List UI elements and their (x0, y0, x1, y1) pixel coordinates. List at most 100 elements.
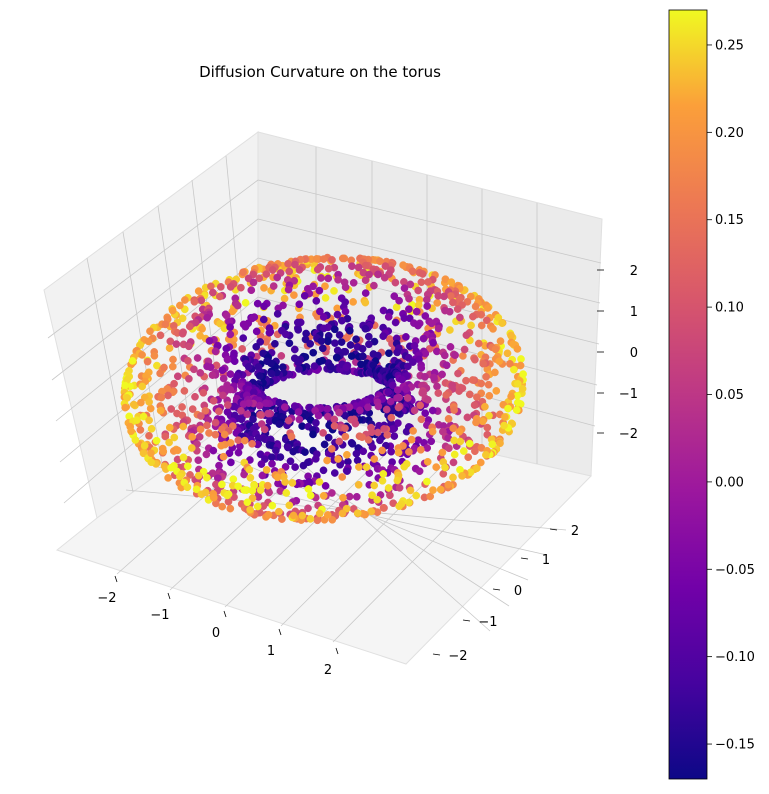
scatter-point (205, 337, 214, 345)
scatter-point (133, 416, 141, 424)
scatter-point (354, 480, 363, 489)
scatter-point (284, 443, 292, 452)
scatter-point (409, 427, 417, 435)
scatter-point (211, 430, 220, 439)
scatter-point (263, 481, 272, 490)
scatter-point (421, 312, 430, 320)
scatter-point (265, 488, 273, 497)
z-tick-label: 0 (630, 346, 638, 361)
scatter-point (351, 419, 360, 428)
scatter-point (319, 313, 328, 321)
scatter-point (417, 415, 426, 424)
scatter-point (436, 485, 445, 494)
scatter-point (260, 302, 268, 311)
scatter-point (477, 321, 486, 330)
scatter-point (287, 432, 296, 441)
scatter-point (367, 507, 376, 516)
scatter-point (391, 278, 400, 287)
scatter-point (327, 445, 336, 453)
scatter-point (294, 408, 303, 416)
y-tick-label: 1 (542, 553, 550, 568)
scatter-point (335, 331, 344, 339)
scatter-point (146, 404, 155, 413)
scatter-point (173, 446, 182, 455)
scatter-point (348, 262, 356, 271)
scatter-point (380, 273, 389, 282)
scatter-point (428, 406, 437, 415)
scatter-point (268, 459, 276, 468)
scatter-point (184, 342, 193, 351)
scatter-point (178, 329, 187, 338)
scatter-point (323, 405, 332, 413)
scatter-point (216, 283, 225, 291)
scatter-point (343, 467, 351, 475)
scatter-point (196, 369, 205, 377)
scatter-point (193, 354, 202, 362)
scatter-point (430, 373, 438, 382)
scatter-point (395, 483, 404, 492)
scatter-point (226, 504, 235, 513)
scatter-point (348, 439, 357, 448)
scatter-point (183, 483, 192, 492)
scatter-point (510, 365, 518, 374)
scatter-point (161, 320, 170, 329)
scatter-point (267, 369, 276, 378)
x-tick-label: −1 (150, 608, 169, 623)
scatter-point (294, 326, 303, 334)
scatter-point (379, 470, 388, 478)
scatter-point (203, 473, 211, 482)
scatter-point (169, 355, 177, 364)
scatter-point (355, 463, 363, 471)
scatter-point (319, 466, 328, 475)
scatter-point (335, 437, 344, 446)
scatter-point (277, 352, 286, 360)
scatter-point (145, 416, 153, 425)
scatter-point (467, 321, 475, 330)
scatter-point (265, 328, 274, 337)
scatter-point (421, 349, 430, 358)
scatter-point (144, 337, 153, 346)
x-tick-mark (223, 610, 227, 618)
x-tick-label: 1 (267, 644, 275, 659)
scatter-point (361, 276, 370, 285)
scatter-point (268, 501, 277, 510)
scatter-point (138, 351, 146, 359)
scatter-point (237, 415, 246, 424)
scatter-point (424, 395, 432, 404)
scatter-point (219, 452, 228, 461)
scatter-point (445, 444, 453, 453)
scatter-point (419, 334, 428, 343)
scatter-point (341, 432, 350, 441)
scatter-point (424, 278, 432, 286)
scatter-point (338, 473, 347, 481)
scatter-point (168, 362, 177, 371)
scatter-point (451, 351, 459, 360)
scatter-point (464, 453, 473, 462)
scatter-point (362, 463, 371, 471)
scatter-point (186, 471, 194, 479)
scatter-point (289, 447, 298, 456)
scatter-point (153, 361, 161, 370)
scatter-point (165, 423, 174, 432)
scatter-point (281, 463, 290, 471)
scatter-point (338, 316, 346, 325)
scatter-point (429, 339, 437, 347)
scatter-point (318, 344, 327, 353)
scatter-point (361, 324, 370, 333)
scatter-point (423, 444, 432, 452)
scatter-point (400, 462, 409, 471)
scatter-point (121, 403, 130, 412)
scatter-point (509, 340, 517, 348)
scatter-point (146, 327, 154, 336)
scatter-point (513, 345, 522, 353)
scatter-point (290, 276, 299, 285)
colorbar-tick-label: −0.05 (715, 563, 755, 578)
scatter-point (418, 270, 427, 278)
scatter-point (243, 410, 252, 419)
scatter-point (208, 371, 217, 379)
scatter-point (295, 415, 304, 424)
scatter-point (359, 447, 368, 456)
scatter-point (429, 486, 437, 494)
scatter-point (407, 435, 416, 444)
scatter-point (319, 255, 328, 263)
